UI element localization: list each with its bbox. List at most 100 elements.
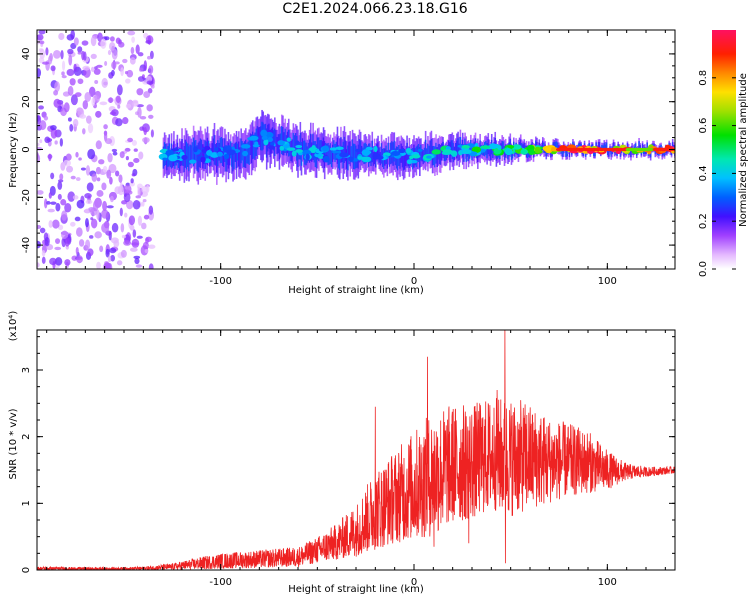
noise-blob: [132, 200, 141, 210]
noise-blob: [108, 163, 117, 174]
band-mid: [351, 139, 354, 163]
noise-blob: [68, 54, 73, 66]
band-mid: [390, 142, 392, 165]
band-mid: [303, 140, 305, 160]
noise-blob: [84, 91, 92, 103]
band-mid: [251, 131, 254, 160]
noise-blob: [121, 234, 127, 239]
band-mid: [604, 144, 607, 151]
noise-blob: [37, 142, 40, 147]
noise-blob: [109, 36, 115, 42]
band-mid: [347, 145, 349, 171]
band-mid: [386, 150, 389, 169]
colorbar-tick-label: 0.2: [698, 213, 709, 229]
noise-blob: [43, 115, 49, 121]
noise-blob: [44, 198, 48, 209]
band-mid: [296, 135, 298, 161]
band-mid: [284, 128, 287, 153]
noise-blob: [54, 246, 62, 251]
band-mid: [291, 139, 294, 163]
noise-blob: [82, 65, 90, 71]
band-mid: [228, 146, 231, 166]
noise-blob: [108, 263, 113, 269]
band-mid: [407, 152, 410, 167]
noise-blob: [59, 173, 64, 181]
band-mid: [526, 148, 529, 159]
signal-blob: [335, 146, 344, 150]
signal-blob: [241, 144, 251, 149]
noise-blob: [111, 148, 118, 153]
noise-blob: [69, 78, 76, 86]
noise-blob: [59, 138, 63, 147]
noise-blob: [41, 256, 46, 265]
noise-blob: [116, 260, 123, 266]
band-mid: [514, 148, 516, 157]
noise-blob: [147, 55, 152, 60]
signal-blob: [390, 150, 401, 156]
band-mid: [579, 142, 581, 149]
band-mid: [402, 148, 405, 171]
band-mid: [203, 146, 205, 165]
band-mid: [198, 141, 201, 168]
band-mid: [641, 143, 644, 150]
noise-blob: [48, 192, 52, 199]
signal-blob: [355, 149, 362, 153]
noise-blob: [50, 65, 56, 72]
signal-blob: [223, 153, 230, 160]
noise-blob: [148, 244, 156, 249]
band-mid: [427, 143, 429, 164]
signal-blob: [242, 150, 249, 157]
band-mid: [428, 145, 430, 159]
signal-blob: [204, 145, 211, 151]
top-y-axis-label: Frequency (Hz): [8, 112, 19, 188]
signal-blob: [302, 149, 312, 156]
band-mid: [166, 151, 168, 171]
noise-blob: [124, 212, 128, 218]
noise-blob: [137, 186, 141, 197]
noise-blob: [111, 222, 119, 233]
band-mid: [519, 139, 522, 152]
band-mid: [387, 142, 390, 159]
noise-blob: [96, 261, 101, 269]
noise-blob: [109, 111, 117, 116]
band-mid: [238, 141, 240, 167]
band-mid: [663, 150, 666, 157]
signal-blob: [361, 149, 371, 157]
band-mid: [326, 143, 328, 161]
noise-blob: [115, 118, 123, 127]
noise-blob: [136, 235, 143, 239]
signal-blob: [405, 147, 412, 154]
band-mid: [211, 143, 213, 161]
noise-blob: [142, 198, 147, 203]
noise-blob: [67, 48, 74, 55]
noise-blob: [90, 35, 97, 47]
signal-blob: [181, 154, 188, 160]
noise-blob: [102, 200, 108, 212]
noise-blob: [85, 199, 93, 205]
noise-blob: [92, 200, 99, 212]
noise-blob: [37, 190, 44, 195]
noise-blob: [82, 100, 89, 110]
band-mid: [247, 141, 249, 164]
noise-blob: [105, 248, 110, 258]
noise-blob: [122, 58, 128, 64]
band-mid: [628, 149, 631, 155]
band-mid: [316, 137, 319, 160]
noise-blob: [70, 94, 78, 106]
signal-blob: [534, 146, 542, 154]
noise-blob: [108, 72, 114, 79]
signal-blob: [504, 148, 513, 156]
noise-blob: [61, 75, 67, 79]
noise-blob: [70, 175, 76, 180]
band-mid: [619, 150, 622, 157]
band-mid: [454, 143, 457, 155]
noise-blob: [50, 124, 57, 131]
top-x-tick-label: 0: [411, 276, 417, 287]
band-mid: [660, 144, 662, 150]
noise-blob: [135, 44, 140, 55]
noise-blob: [148, 205, 154, 215]
noise-blob: [102, 165, 108, 173]
top-y-tick-label: 40: [21, 48, 32, 61]
noise-blob: [135, 195, 142, 199]
